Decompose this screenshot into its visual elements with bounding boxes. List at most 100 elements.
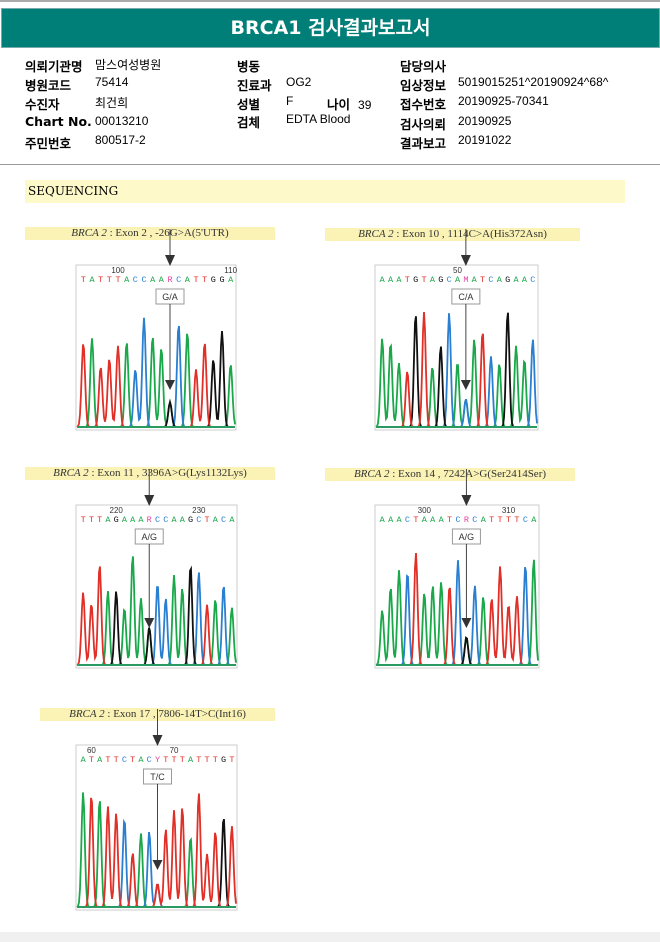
base-call: A [97,755,103,765]
info-label: Chart No. [25,114,92,129]
info-label: 접수번호 [400,97,447,112]
info-value: 최건희 [95,96,129,110]
info-col2-3: 검체 EDTA Blood [237,112,350,131]
base-call: A [388,275,394,285]
info-value: 20191022 [458,133,512,147]
variant-title: BRCA 2 : Exon 11 , 3396A>G(Lys1132Lys) [25,467,275,480]
base-call: C [133,275,138,285]
position-tick: 60 [87,746,96,755]
base-call: A [105,515,111,525]
base-call: T [81,515,86,525]
base-call: M [463,275,468,285]
gene-name: BRCA 2 [353,468,390,480]
info-col1-0: 의뢰기관명 맘스여성병원 [25,56,161,75]
info-value: 75414 [95,75,129,89]
variant-desc: : Exon 10 , 1114C>A(His372Asn) [393,228,547,240]
info-value: 39 [358,98,372,112]
base-call: A [388,515,394,525]
position-tick: 110 [224,266,237,275]
base-call: A [497,275,503,285]
info-col2-1: 진료과 OG2 [237,75,311,94]
base-call: A [455,275,461,285]
info-value: F [286,94,294,108]
arrow-down-icon [165,255,175,266]
base-call: A [185,275,191,285]
arrow-down-icon [165,380,175,390]
position-tick: 50 [453,266,462,275]
info-label: 의뢰기관명 [25,59,83,74]
info-label: 성별 [237,97,261,112]
base-call: C [488,275,493,285]
base-call: C [147,755,152,765]
info-label: 검사의뢰 [400,117,447,132]
base-call: A [430,515,436,525]
base-call: Y [155,755,160,765]
base-call: T [205,755,210,765]
info-label: 수진자 [25,97,60,112]
base-call: C [155,515,160,525]
info-col1-4: 주민번호 800517-2 [25,133,146,152]
base-call: C [122,755,127,765]
base-call: A [430,275,436,285]
base-call: A [228,275,234,285]
info-label: 진료과 [237,78,272,93]
info-value: 5019015251^20190924^68^ [458,75,609,89]
info-label: 나이 [327,97,351,112]
base-call: A [188,755,194,765]
info-value: 800517-2 [95,133,146,147]
base-call: A [422,515,428,525]
base-call: T [115,275,120,285]
base-call: T [107,275,112,285]
base-call: A [439,515,445,525]
base-call: T [489,515,494,525]
base-call: A [89,275,95,285]
base-call: T [480,275,485,285]
genotype-call: C/A [458,292,473,302]
variant-title: BRCA 2 : Exon 14 , 7242A>G(Ser2414Ser) [325,468,575,481]
variant-title: BRCA 2 : Exon 2 , -26G>A(5'UTR) [25,227,275,240]
info-col3-4: 결과보고 20191022 [400,133,511,152]
base-call: G [221,755,226,765]
gene-name: BRCA 2 [69,708,105,720]
gene-name: BRCA 2 [71,227,107,239]
base-call: A [472,275,478,285]
base-call: G [438,275,443,285]
info-col3-0: 담당의사 [400,56,446,75]
base-call: T [171,755,176,765]
arrow-down-icon [461,618,472,628]
arrow-down-icon [152,860,163,870]
report-title: BRCA1 검사결과보고서 [1,8,660,48]
info-value: 맘스여성병원 [95,58,162,72]
base-call: T [89,515,94,525]
info-age: 나이 39 [327,94,371,113]
base-call: T [193,275,198,285]
base-call: T [180,755,185,765]
base-call: G [211,275,216,285]
base-call: A [180,515,186,525]
chromatogram: 60 70A T A T T C T A C Y T T T A T T T G TT/C [75,709,238,911]
base-call: A [396,275,402,285]
base-call: C [196,515,201,525]
base-call: A [122,515,128,525]
gene-name: BRCA 2 [358,228,394,240]
base-call: T [98,275,103,285]
base-call: C [221,515,226,525]
base-call: T [413,515,418,525]
arrow-down-icon [144,618,155,628]
base-call: A [81,755,87,765]
info-label: 임상정보 [400,78,447,93]
gene-name: BRCA 2 [53,467,89,479]
base-call: A [229,515,235,525]
base-call: G [114,515,119,525]
genotype-call: G/A [162,292,178,302]
info-col1-1: 병원코드 75414 [25,75,128,94]
base-call: R [464,515,469,525]
base-call: T [89,755,94,765]
variant-desc: : Exon 17 , 7806-14T>C(Int16) [104,708,246,720]
base-call: A [380,275,386,285]
info-col1-3: Chart No. 00013210 [25,114,148,129]
position-tick: 220 [110,506,124,515]
base-call: T [213,755,218,765]
